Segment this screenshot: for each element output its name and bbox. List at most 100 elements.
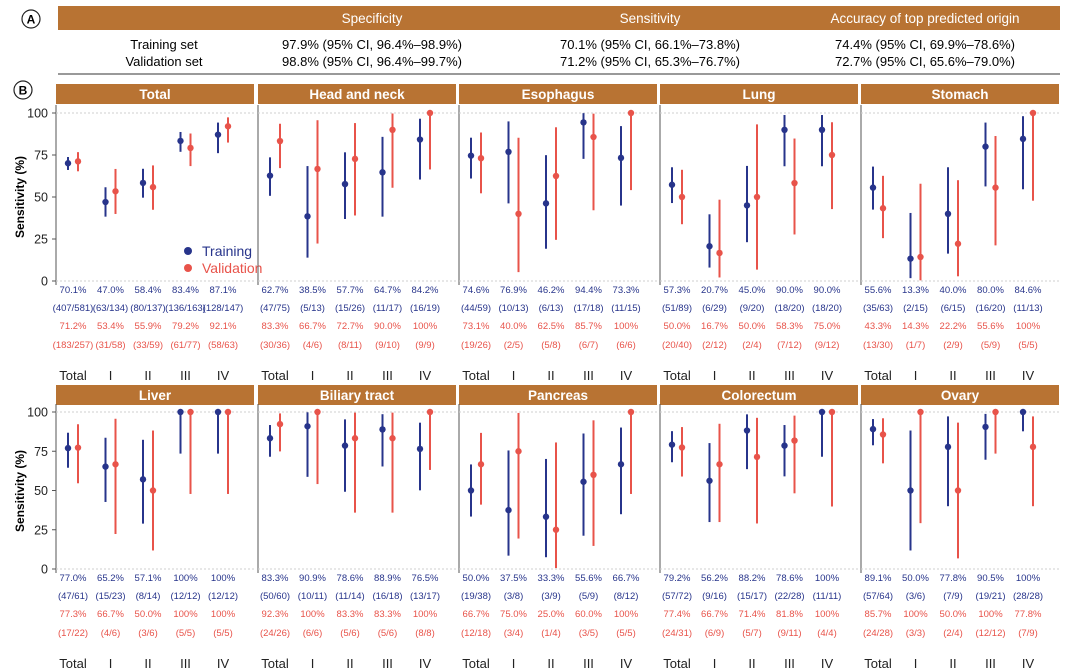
training-count-label: (11/13) [1013,303,1042,314]
validation-count-label: (4/4) [817,628,837,639]
training-count-label: (16/19) [410,303,440,314]
validation-point [1029,109,1037,117]
training-percent-label: 100% [211,573,236,584]
training-count-label: (47/75) [260,303,290,314]
training-count-label: (15/17) [737,591,767,602]
training-percent-label: 89.1% [865,573,892,584]
validation-point [590,471,597,478]
x-tick-label: IV [419,656,432,671]
validation-count-label: (30/36) [260,340,290,351]
validation-percent-label: 77.3% [60,609,87,620]
panel-a-label: A [27,13,36,27]
validation-point [276,420,284,428]
x-tick-label: III [985,368,996,383]
validation-point [351,155,359,163]
panel-header [56,385,254,405]
x-tick-label: III [583,368,594,383]
training-percent-label: 57.7% [337,285,364,296]
row-validation-specificity: 98.8% (95% CI, 96.4%–99.7%) [282,54,462,69]
training-count-label: (28/28) [1013,591,1043,602]
validation-percent-label: 77.8% [1015,609,1042,620]
validation-count-label: (8/11) [338,340,362,351]
training-point [341,180,349,188]
training-percent-label: 76.5% [412,573,439,584]
training-count-label: (10/13) [498,303,528,314]
training-percent-label: 33.3% [538,573,565,584]
validation-count-label: (9/12) [815,340,840,351]
training-count-label: (12/12) [208,591,238,602]
validation-count-label: (3/4) [504,628,524,639]
validation-count-label: (183/257) [53,340,94,351]
panel: Colorectum 79.2% (57/72) 77.4% (24/31) Total 5… [659,385,858,671]
training-percent-label: 66.7% [613,573,640,584]
validation-count-label: (61/77) [170,340,200,351]
validation-count-label: (5/8) [541,340,561,351]
validation-count-label: (31/58) [95,340,125,351]
validation-count-label: (2/12) [702,340,727,351]
validation-point [389,435,396,442]
x-tick-label: II [949,656,956,671]
x-tick-label: II [346,368,353,383]
validation-percent-label: 100% [614,609,639,620]
training-count-label: (6/13) [539,303,564,314]
validation-percent-label: 50.0% [940,609,967,620]
row-validation-accuracy: 72.7% (95% CI, 65.6%–79.0%) [835,54,1015,69]
panel-header [459,385,657,405]
panel-a-badge [21,9,41,29]
validation-point [552,172,560,180]
validation-count-label: (4/6) [101,628,121,639]
validation-percent-label: 100% [211,609,236,620]
validation-percent-label: 40.0% [500,321,527,332]
training-point [416,445,424,453]
validation-percent-label: 55.6% [977,321,1004,332]
x-tick-label: I [713,368,717,383]
training-point [944,443,952,451]
validation-point [389,126,396,133]
validation-count-label: (1/4) [541,628,561,639]
validation-point [314,408,321,416]
x-tick-label: I [311,656,315,671]
validation-percent-label: 100% [1016,321,1041,332]
panel: Esophagus 74.6% (44/59) 73.1% (19/26) Total 76… [458,84,657,383]
validation-count-label: (6/6) [616,340,636,351]
validation-count-label: (7/12) [777,340,802,351]
training-count-label: (2/15) [903,303,928,314]
x-tick-label: II [949,368,956,383]
validation-point [954,487,962,494]
training-count-label: (57/72) [662,591,692,602]
validation-point [74,444,82,451]
row-validation-name: Validation set [125,54,202,69]
x-tick-label: II [748,368,755,383]
validation-point [515,210,522,217]
training-point [467,487,475,494]
x-tick-label: Total [663,656,691,671]
x-tick-label: IV [620,368,633,383]
validation-point [716,249,723,257]
training-point [580,119,587,126]
validation-percent-label: 53.4% [97,321,124,332]
training-point [341,442,349,449]
x-tick-label: III [583,656,594,671]
training-point [177,137,184,145]
row-training-sensitivity: 70.1% (95% CI, 66.1%–73.8%) [560,37,740,52]
training-count-label: (16/20) [975,303,1005,314]
validation-count-label: (13/30) [863,340,893,351]
validation-point [314,165,321,173]
validation-point [954,240,962,247]
training-count-label: (17/18) [573,303,603,314]
validation-count-label: (3/5) [579,628,599,639]
training-point [304,213,311,220]
validation-percent-label: 22.2% [940,321,967,332]
x-tick-label: II [547,368,554,383]
validation-point [477,461,485,468]
training-count-label: (5/13) [300,303,325,314]
training-point [982,423,989,431]
x-tick-label: I [713,656,717,671]
training-point [102,463,109,470]
training-point [416,136,424,143]
training-point [139,179,147,187]
validation-percent-label: 55.9% [135,321,162,332]
training-point [706,243,713,250]
validation-point [590,133,597,141]
training-percent-label: 100% [1016,573,1041,584]
